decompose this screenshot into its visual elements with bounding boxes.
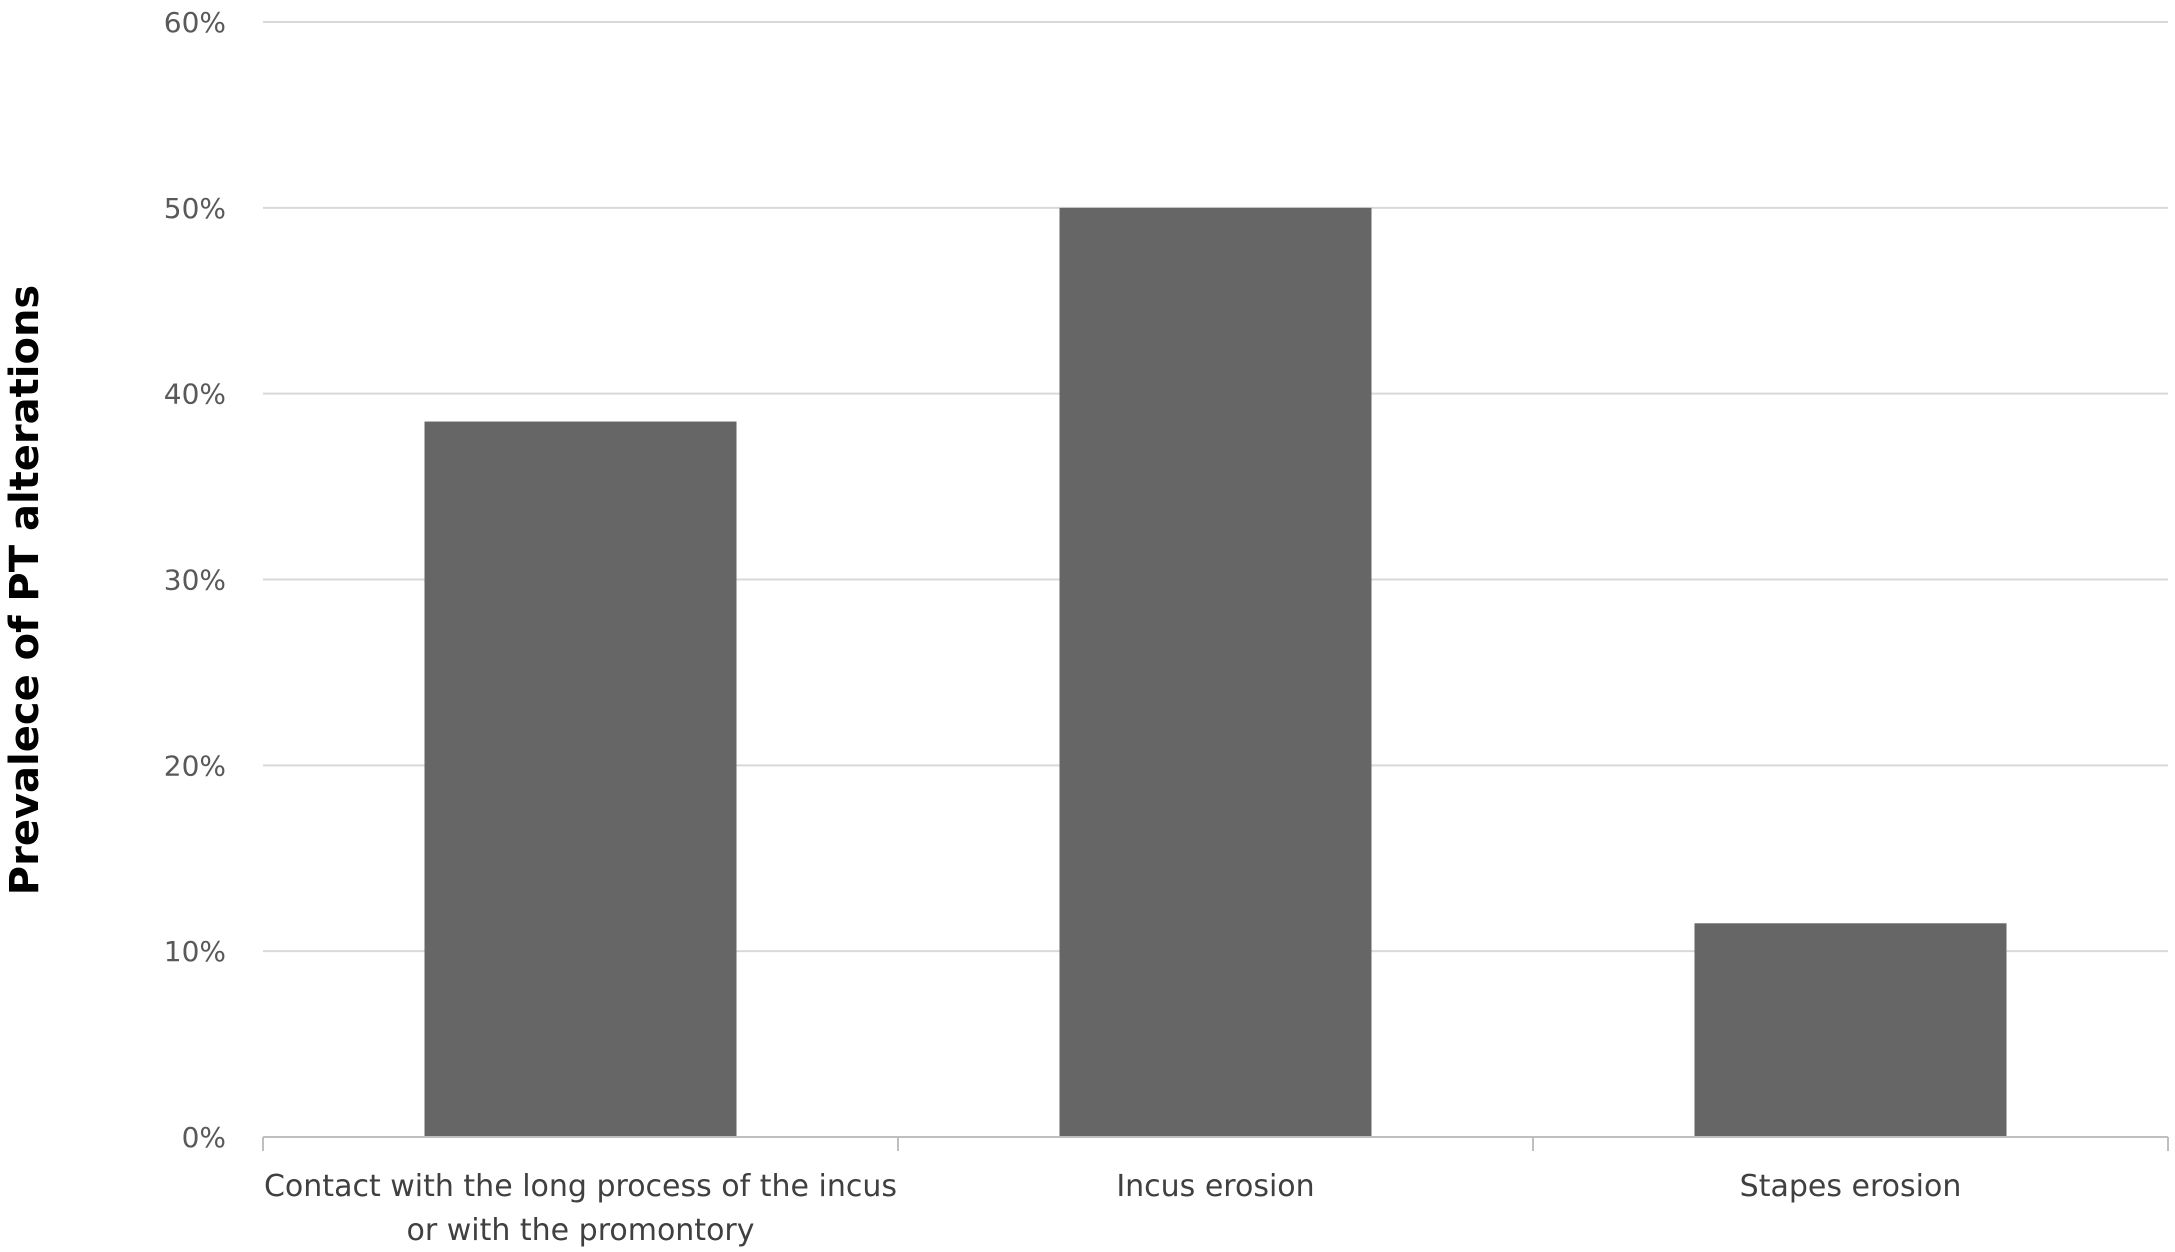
y-tick-label: 10% <box>164 935 226 968</box>
bar <box>1059 207 1372 1138</box>
y-tick-label: 0% <box>182 1121 226 1154</box>
y-axis-tick-labels: 0% 10% 20% 30% 40% 50% 60% <box>164 6 226 1154</box>
x-category-label-line: Incus erosion <box>1116 1169 1314 1204</box>
x-axis-category-labels: Contact with the long process of the inc… <box>264 1169 1961 1248</box>
x-category-label: Contact with the long process of the inc… <box>264 1169 897 1248</box>
y-tick-label: 30% <box>164 564 226 597</box>
x-category-label-line: Contact with the long process of the inc… <box>264 1169 897 1204</box>
bar <box>424 421 737 1138</box>
x-category-label: Incus erosion <box>1116 1169 1314 1204</box>
y-tick-label: 50% <box>164 192 226 225</box>
x-category-label-line: Stapes erosion <box>1740 1169 1962 1204</box>
y-tick-label: 40% <box>164 378 226 411</box>
bars <box>424 207 2007 1138</box>
bar <box>1694 923 2007 1137</box>
y-tick-label: 60% <box>164 6 226 39</box>
x-axis <box>262 1136 2169 1151</box>
y-tick-label: 20% <box>164 749 226 782</box>
y-axis-title: Prevalece of PT alterations <box>2 285 48 895</box>
x-category-label: Stapes erosion <box>1740 1169 1962 1204</box>
x-category-label-line: or with the promontory <box>406 1213 754 1248</box>
